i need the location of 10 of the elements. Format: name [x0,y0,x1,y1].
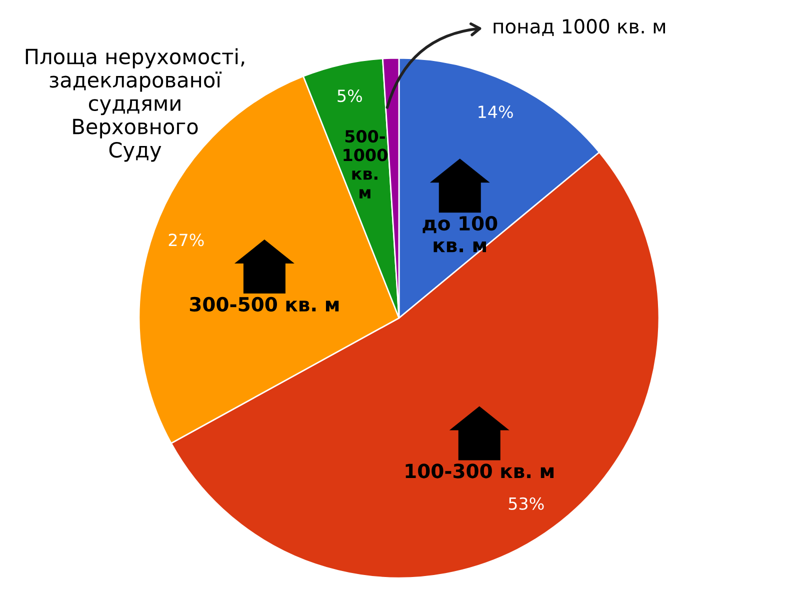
data-label: 5% [338,89,362,102]
data-label: 53% [508,497,544,510]
data-label: 27% [168,234,204,246]
slice-label: понад 1000 кв. м [494,18,665,36]
slice-label: 100-300 кв. м [406,464,554,478]
slice-label: 300-500 кв. м [190,296,339,312]
data-label: 14% [478,106,513,118]
slice-label: 500- 1000 кв. м [344,130,388,198]
slice-label: до 100 кв. м [422,216,498,252]
text: Площа нерухомості, задекларованої суддями Верховного Суду [26,48,244,162]
